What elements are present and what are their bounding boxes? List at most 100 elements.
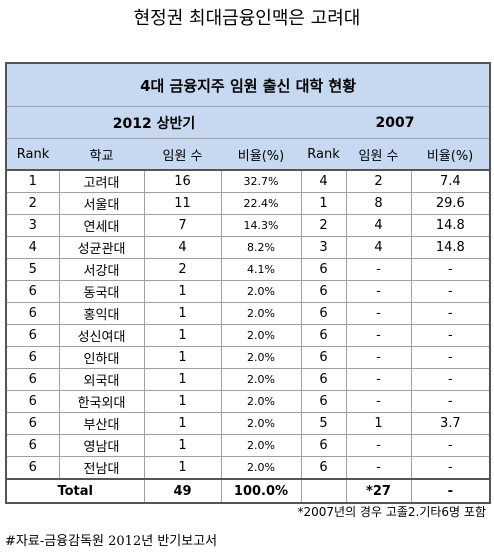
table-cell: 2.0% — [220, 368, 302, 391]
table-cell: 6 — [300, 346, 347, 369]
table-row: 4 성균관대 4 8.2% 3 4 14.8 — [5, 236, 491, 259]
table-cell: 5 — [300, 412, 347, 435]
column-header: 학교 — [59, 138, 144, 171]
table-cell: 7.4 — [410, 169, 491, 193]
total-cell: 49 — [143, 478, 222, 504]
table-cell: 1 — [143, 434, 222, 457]
table-cell: 성신여대 — [58, 324, 145, 347]
table-cell: 6 — [5, 346, 60, 369]
table-cell: 6 — [5, 412, 60, 435]
table-cell: 연세대 — [58, 214, 145, 237]
column-header: Rank — [6, 138, 59, 171]
total-row: Total 49 100.0% *27- — [5, 478, 491, 504]
table-row: 6 인하대 1 2.0% 6- - — [5, 346, 491, 369]
table-cell: 1 — [143, 324, 222, 347]
table-cell: - — [410, 368, 491, 391]
table-cell: 홍익대 — [58, 302, 145, 325]
table-cell: 6 — [300, 434, 347, 457]
table-row: 5 서강대 2 4.1% 6- - — [5, 258, 491, 281]
table-cell: 2.0% — [220, 346, 302, 369]
source: #자료-금융감독원 2012년 반기보고서 — [5, 534, 218, 549]
table-cell: 서울대 — [58, 192, 145, 215]
table-cell: - — [410, 280, 491, 303]
table-cell: 7 — [143, 214, 222, 237]
table-cell: 22.4% — [220, 192, 302, 215]
table-cell: - — [410, 258, 491, 281]
column-header: 임원 수 — [346, 138, 411, 171]
column-header: Rank — [301, 138, 346, 171]
table-cell: - — [410, 324, 491, 347]
table-title-row: 4대 금융지주 임원 출신 대학 현황 — [6, 62, 491, 107]
table-cell: 1 — [143, 412, 222, 435]
table-cell: - — [345, 258, 412, 281]
table-cell: 2 — [143, 258, 222, 281]
table-cell: 6 — [300, 390, 347, 413]
table-cell: 4.1% — [220, 258, 302, 281]
table-cell: 3.7 — [410, 412, 491, 435]
table-cell: 4 — [345, 214, 412, 237]
table-cell: - — [410, 302, 491, 325]
table-cell: 1 — [345, 412, 412, 435]
table-cell: 성균관대 — [58, 236, 145, 259]
table-row: 1 고려대 16 32.7% 4 2 7.4 — [5, 169, 491, 193]
table-cell: 14.8 — [410, 236, 491, 259]
table-cell: - — [410, 456, 491, 480]
data-table: 4대 금융지주 임원 출신 대학 현황 2012 상반기 2007 Rank 학교 임… — [5, 62, 492, 504]
table-row: 6 성신여대 1 2.0% 6- - — [5, 324, 491, 347]
table-cell: 1 — [143, 456, 222, 480]
table-cell: 6 — [5, 302, 60, 325]
table-cell: - — [345, 346, 412, 369]
table-cell: 고려대 — [58, 169, 145, 193]
table-cell: 2.0% — [220, 324, 302, 347]
table-cell: 한국외대 — [58, 390, 145, 413]
table-cell: - — [345, 280, 412, 303]
table-cell: - — [345, 324, 412, 347]
table-row: 6 영남대 1 2.0% 6- - — [5, 434, 491, 457]
table-cell: 1 — [143, 390, 222, 413]
period-label: 2012 상반기 — [6, 106, 301, 139]
table-cell: 2.0% — [220, 434, 302, 457]
total-cell: *27 — [345, 478, 412, 504]
table-cell: 6 — [5, 368, 60, 391]
table-title: 4대 금융지주 임원 출신 대학 현황 — [6, 62, 491, 107]
table-cell: 인하대 — [58, 346, 145, 369]
period-label: 2007 — [301, 106, 491, 139]
table-cell: 1 — [143, 302, 222, 325]
footnote: *2007년의 경우 고졸2.기타6명 포함 — [297, 505, 486, 519]
total-cell: 100.0% — [220, 478, 302, 504]
table-cell: 6 — [5, 324, 60, 347]
table-cell: 1 — [300, 192, 347, 215]
page-title: 현정권 최대금융인맥은 고려대 — [133, 8, 361, 29]
table-cell: 2.0% — [220, 280, 302, 303]
column-header: 비율(%) — [411, 138, 491, 171]
table-cell: 2.0% — [220, 412, 302, 435]
table-cell: 6 — [300, 368, 347, 391]
table-cell: 동국대 — [58, 280, 145, 303]
table-cell: 4 — [143, 236, 222, 259]
table-cell: 서강대 — [58, 258, 145, 281]
table-row: 6 동국대 1 2.0% 6- - — [5, 280, 491, 303]
table-cell: - — [410, 390, 491, 413]
table-cell: 6 — [5, 434, 60, 457]
table-cell: - — [345, 434, 412, 457]
table-cell: 8 — [345, 192, 412, 215]
table-cell: - — [345, 302, 412, 325]
table-cell: 6 — [5, 456, 60, 480]
table-cell: 1 — [143, 346, 222, 369]
table-cell: - — [410, 434, 491, 457]
table-cell: 6 — [300, 302, 347, 325]
table-cell: 2.0% — [220, 390, 302, 413]
table-cell: 6 — [300, 280, 347, 303]
table-cell: 영남대 — [58, 434, 145, 457]
table-cell: 29.6 — [410, 192, 491, 215]
table-cell: 6 — [5, 390, 60, 413]
table-cell: 4 — [300, 169, 347, 193]
table-cell: 16 — [143, 169, 222, 193]
table-cell: 8.2% — [220, 236, 302, 259]
table-cell: 외국대 — [58, 368, 145, 391]
total-label: Total — [5, 478, 145, 504]
table-cell: - — [410, 346, 491, 369]
table-cell: - — [345, 390, 412, 413]
table-row: 6 홍익대 1 2.0% 6- - — [5, 302, 491, 325]
